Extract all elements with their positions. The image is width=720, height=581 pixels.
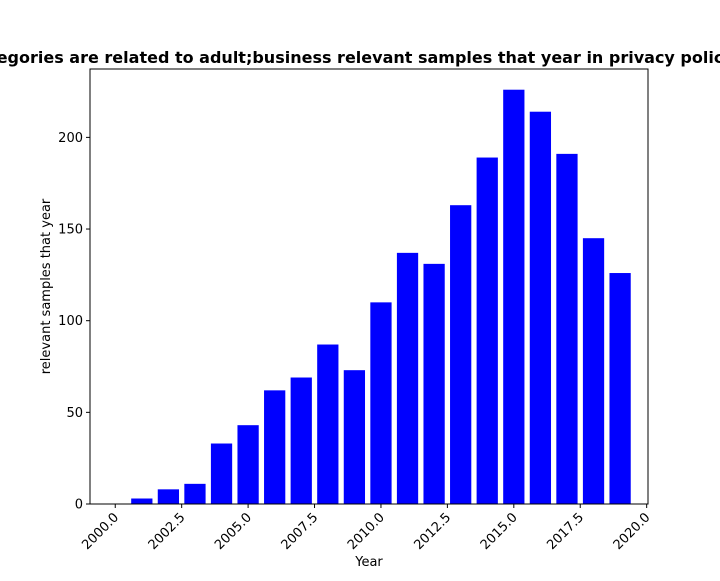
- bar-2018: [582, 238, 605, 504]
- y-tick-label: 50: [66, 406, 83, 421]
- y-axis-label: relevant samples that year: [39, 198, 54, 374]
- bar-2015: [503, 89, 525, 505]
- bar-2019: [609, 273, 631, 504]
- bar-2001: [131, 498, 153, 504]
- plot-frame: [89, 68, 649, 505]
- bar-2008: [317, 344, 339, 504]
- x-tick-label: 2017.5: [544, 510, 587, 553]
- bar-2014: [476, 157, 498, 505]
- x-tick-label: 2007.5: [279, 510, 322, 553]
- x-axis-ticks: 2000.0 2002.5 2005.0 2007.5 2010.0 2012.5 2015…: [79, 504, 653, 553]
- bar-2009: [343, 370, 366, 504]
- bar-2006: [264, 390, 286, 504]
- y-axis-ticks: 0 50 100 150 200: [58, 131, 90, 513]
- x-tick-label: 2010.0: [345, 510, 388, 553]
- x-tick-label: 2012.5: [411, 510, 454, 553]
- bar-2010: [370, 302, 392, 504]
- bar-2005: [237, 425, 259, 504]
- x-axis-label: Year: [354, 555, 383, 570]
- bar-2007: [290, 377, 312, 504]
- bar-2011: [396, 252, 419, 504]
- y-tick-label: 150: [58, 223, 83, 238]
- x-tick-label: 2005.0: [212, 510, 255, 553]
- bar-2016: [529, 111, 552, 505]
- bar-2003: [184, 483, 206, 504]
- bar-2004: [210, 443, 233, 504]
- y-tick-label: 0: [75, 498, 83, 513]
- bars-group: [131, 89, 631, 505]
- bar-2013: [450, 205, 472, 504]
- bar-2017: [556, 153, 578, 504]
- x-tick-label: 2015.0: [478, 510, 521, 553]
- bar-2012: [423, 263, 445, 504]
- y-tick-label: 100: [58, 314, 83, 329]
- bar-2002: [157, 489, 180, 504]
- x-tick-label: 2000.0: [79, 510, 122, 553]
- chart-title: egories are related to adult;business re…: [0, 48, 720, 67]
- y-tick-label: 200: [58, 131, 83, 146]
- x-tick-label: 2020.0: [611, 510, 654, 553]
- x-tick-label: 2002.5: [146, 510, 189, 553]
